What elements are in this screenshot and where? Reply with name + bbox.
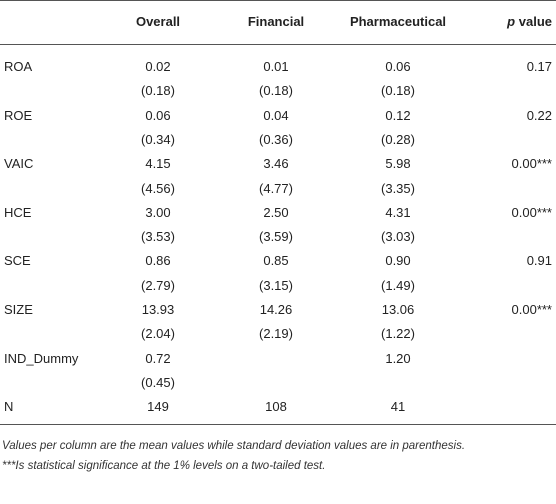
p-value: 0.17 — [526, 59, 552, 74]
value-cell: 0.01 — [263, 59, 289, 74]
p-value-header: p value — [507, 14, 552, 30]
value-cell: (4.56) — [141, 180, 175, 196]
p-value: 0.00*** — [511, 156, 552, 172]
value-cell: 5.98 — [385, 156, 411, 172]
value-cell: (4.77) — [259, 180, 293, 196]
value-cell: 0.85 — [263, 253, 289, 269]
value-cell: (1.22) — [381, 326, 415, 342]
value-cell: (0.28) — [381, 131, 415, 147]
column-header: Overall — [135, 14, 181, 29]
column-header: Pharmaceutical — [349, 14, 447, 29]
p-symbol: p — [507, 14, 516, 29]
value-cell: 0.06 — [145, 107, 171, 123]
value-cell: 4.31 — [385, 204, 411, 220]
value-cell: (3.15) — [259, 277, 293, 293]
value-cell: (2.79) — [141, 277, 175, 293]
value-cell: 13.93 — [141, 302, 175, 317]
value-cell: 14.26 — [259, 302, 293, 317]
value-cell: 3.00 — [145, 204, 171, 220]
value-cell: 108 — [265, 399, 287, 415]
value-cell: (3.53) — [141, 229, 175, 245]
row-label: SCE — [4, 253, 31, 269]
p-value: 0.00*** — [511, 302, 552, 317]
note: ***Is statistical significance at the 1%… — [2, 460, 326, 472]
row-label: IND_Dummy — [4, 350, 79, 366]
row-label: ROE — [4, 107, 33, 123]
p-value: 0.00*** — [511, 204, 552, 220]
value-cell: (0.36) — [259, 131, 293, 147]
p-value: 0.22 — [526, 107, 552, 123]
value-cell: (0.45) — [141, 374, 175, 390]
row-label: N — [4, 399, 14, 415]
p-text: value — [518, 14, 552, 29]
value-cell: 149 — [147, 399, 169, 415]
column-header: Financial — [247, 14, 305, 29]
bottom-rule — [0, 424, 556, 425]
value-cell: (0.18) — [381, 83, 415, 99]
row-label: ROA — [4, 59, 33, 74]
row-label: HCE — [4, 204, 32, 220]
note: Values per column are the mean values wh… — [2, 440, 466, 452]
value-cell: 4.15 — [145, 156, 171, 172]
value-cell: 3.46 — [263, 156, 289, 172]
value-cell: 0.86 — [145, 253, 171, 269]
value-cell: 13.06 — [381, 302, 415, 317]
p-value: 0.91 — [526, 253, 552, 269]
row-label: SIZE — [4, 302, 33, 317]
value-cell: 0.04 — [263, 107, 289, 123]
value-cell: (3.03) — [381, 229, 415, 245]
value-cell: 41 — [390, 399, 406, 415]
value-cell: (0.18) — [141, 83, 175, 99]
value-cell: 1.20 — [385, 350, 411, 366]
top-rule — [0, 0, 556, 1]
value-cell: (0.18) — [259, 83, 293, 99]
row-label: VAIC — [4, 156, 34, 172]
value-cell: (3.35) — [381, 180, 415, 196]
value-cell: (1.49) — [381, 277, 415, 293]
value-cell: 0.02 — [145, 59, 171, 74]
value-cell: 0.12 — [385, 107, 411, 123]
value-cell: (0.34) — [141, 131, 175, 147]
value-cell: (2.19) — [259, 326, 293, 342]
value-cell: (2.04) — [141, 326, 175, 342]
value-cell: 2.50 — [263, 204, 289, 220]
header-rule — [0, 44, 556, 45]
value-cell: 0.06 — [385, 59, 411, 74]
value-cell: (3.59) — [259, 229, 293, 245]
value-cell: 0.90 — [385, 253, 411, 269]
value-cell: 0.72 — [145, 350, 171, 366]
